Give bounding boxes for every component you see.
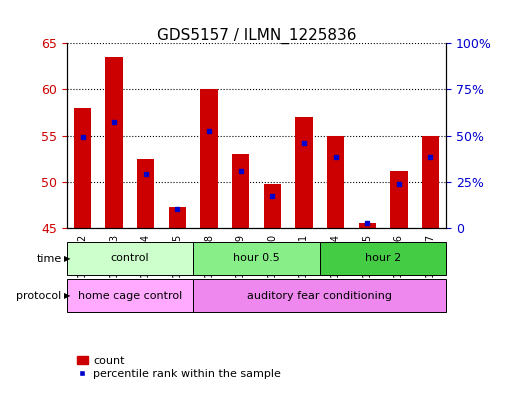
Text: hour 2: hour 2 xyxy=(365,253,401,263)
Bar xyxy=(74,108,91,228)
Text: time: time xyxy=(36,253,62,264)
Bar xyxy=(201,89,218,228)
Text: GDS5157 / ILMN_1225836: GDS5157 / ILMN_1225836 xyxy=(157,28,356,44)
Bar xyxy=(320,242,446,275)
Bar xyxy=(106,57,123,228)
Bar xyxy=(193,279,446,312)
Bar xyxy=(67,242,193,275)
Text: control: control xyxy=(111,253,149,263)
Bar xyxy=(327,136,344,228)
Text: hour 0.5: hour 0.5 xyxy=(233,253,280,263)
Bar xyxy=(193,242,320,275)
Bar xyxy=(137,159,154,228)
Text: ▶: ▶ xyxy=(64,254,71,263)
Bar xyxy=(359,223,376,228)
Bar xyxy=(67,279,193,312)
Bar xyxy=(390,171,407,228)
Bar xyxy=(232,154,249,228)
Text: ▶: ▶ xyxy=(64,291,71,300)
Text: auditory fear conditioning: auditory fear conditioning xyxy=(247,291,392,301)
Text: home cage control: home cage control xyxy=(78,291,182,301)
Bar xyxy=(295,117,312,228)
Text: protocol: protocol xyxy=(16,290,62,301)
Bar xyxy=(264,184,281,228)
Legend: count, percentile rank within the sample: count, percentile rank within the sample xyxy=(72,351,286,384)
Bar xyxy=(169,207,186,228)
Bar xyxy=(422,136,439,228)
